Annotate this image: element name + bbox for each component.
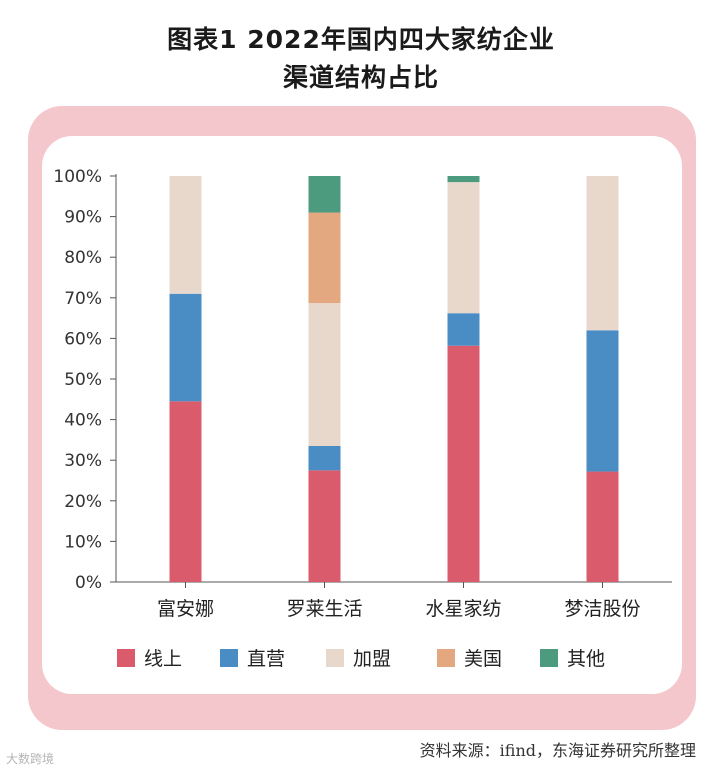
x-tick-label: 富安娜 [157,598,214,620]
y-tick-label: 100% [53,167,102,187]
bar-segment [447,176,480,183]
y-tick-label: 0% [75,573,102,593]
watermark: 大数跨境 [6,752,55,766]
bar-segment [308,212,341,304]
legend-label: 其他 [567,648,605,670]
x-tick-label: 罗莱生活 [286,598,362,620]
y-tick-label: 70% [64,289,102,309]
legend-swatch [326,649,344,667]
bar-segment [308,470,341,582]
y-tick-label: 50% [64,370,102,390]
legend-label: 线上 [144,648,182,670]
bar-segment [447,345,480,582]
chart-title: 图表1 2022年国内四大家纺企业 [167,25,555,54]
legend-label: 加盟 [353,648,391,670]
bar-segment [308,445,341,471]
legend-label: 直营 [247,648,285,670]
bar-segment [586,330,619,472]
chart-panel [42,136,682,694]
y-tick-label: 80% [64,248,102,268]
bar-segment [447,182,480,314]
x-tick-label: 梦洁股份 [564,598,640,620]
source-note: 资料来源：ifind，东海证券研究所整理 [419,741,696,760]
bar-segment [169,176,202,294]
x-tick-label: 水星家纺 [425,598,501,620]
legend-label: 美国 [464,648,502,670]
bar-segment [447,313,480,346]
y-tick-label: 40% [64,411,102,431]
bar-segment [586,176,619,331]
bar-segment [308,176,341,213]
chart-subtitle: 渠道结构占比 [282,63,439,92]
bar-segment [308,303,341,446]
legend-swatch [437,649,455,667]
y-tick-label: 90% [64,208,102,228]
bar-segment [586,471,619,582]
legend-swatch [540,649,558,667]
y-tick-label: 60% [64,329,102,349]
legend-swatch [220,649,238,667]
y-tick-label: 20% [64,492,102,512]
legend-swatch [117,649,135,667]
y-tick-label: 10% [64,532,102,552]
bar-segment [169,401,202,582]
y-tick-label: 30% [64,451,102,471]
bar-segment [169,293,202,402]
